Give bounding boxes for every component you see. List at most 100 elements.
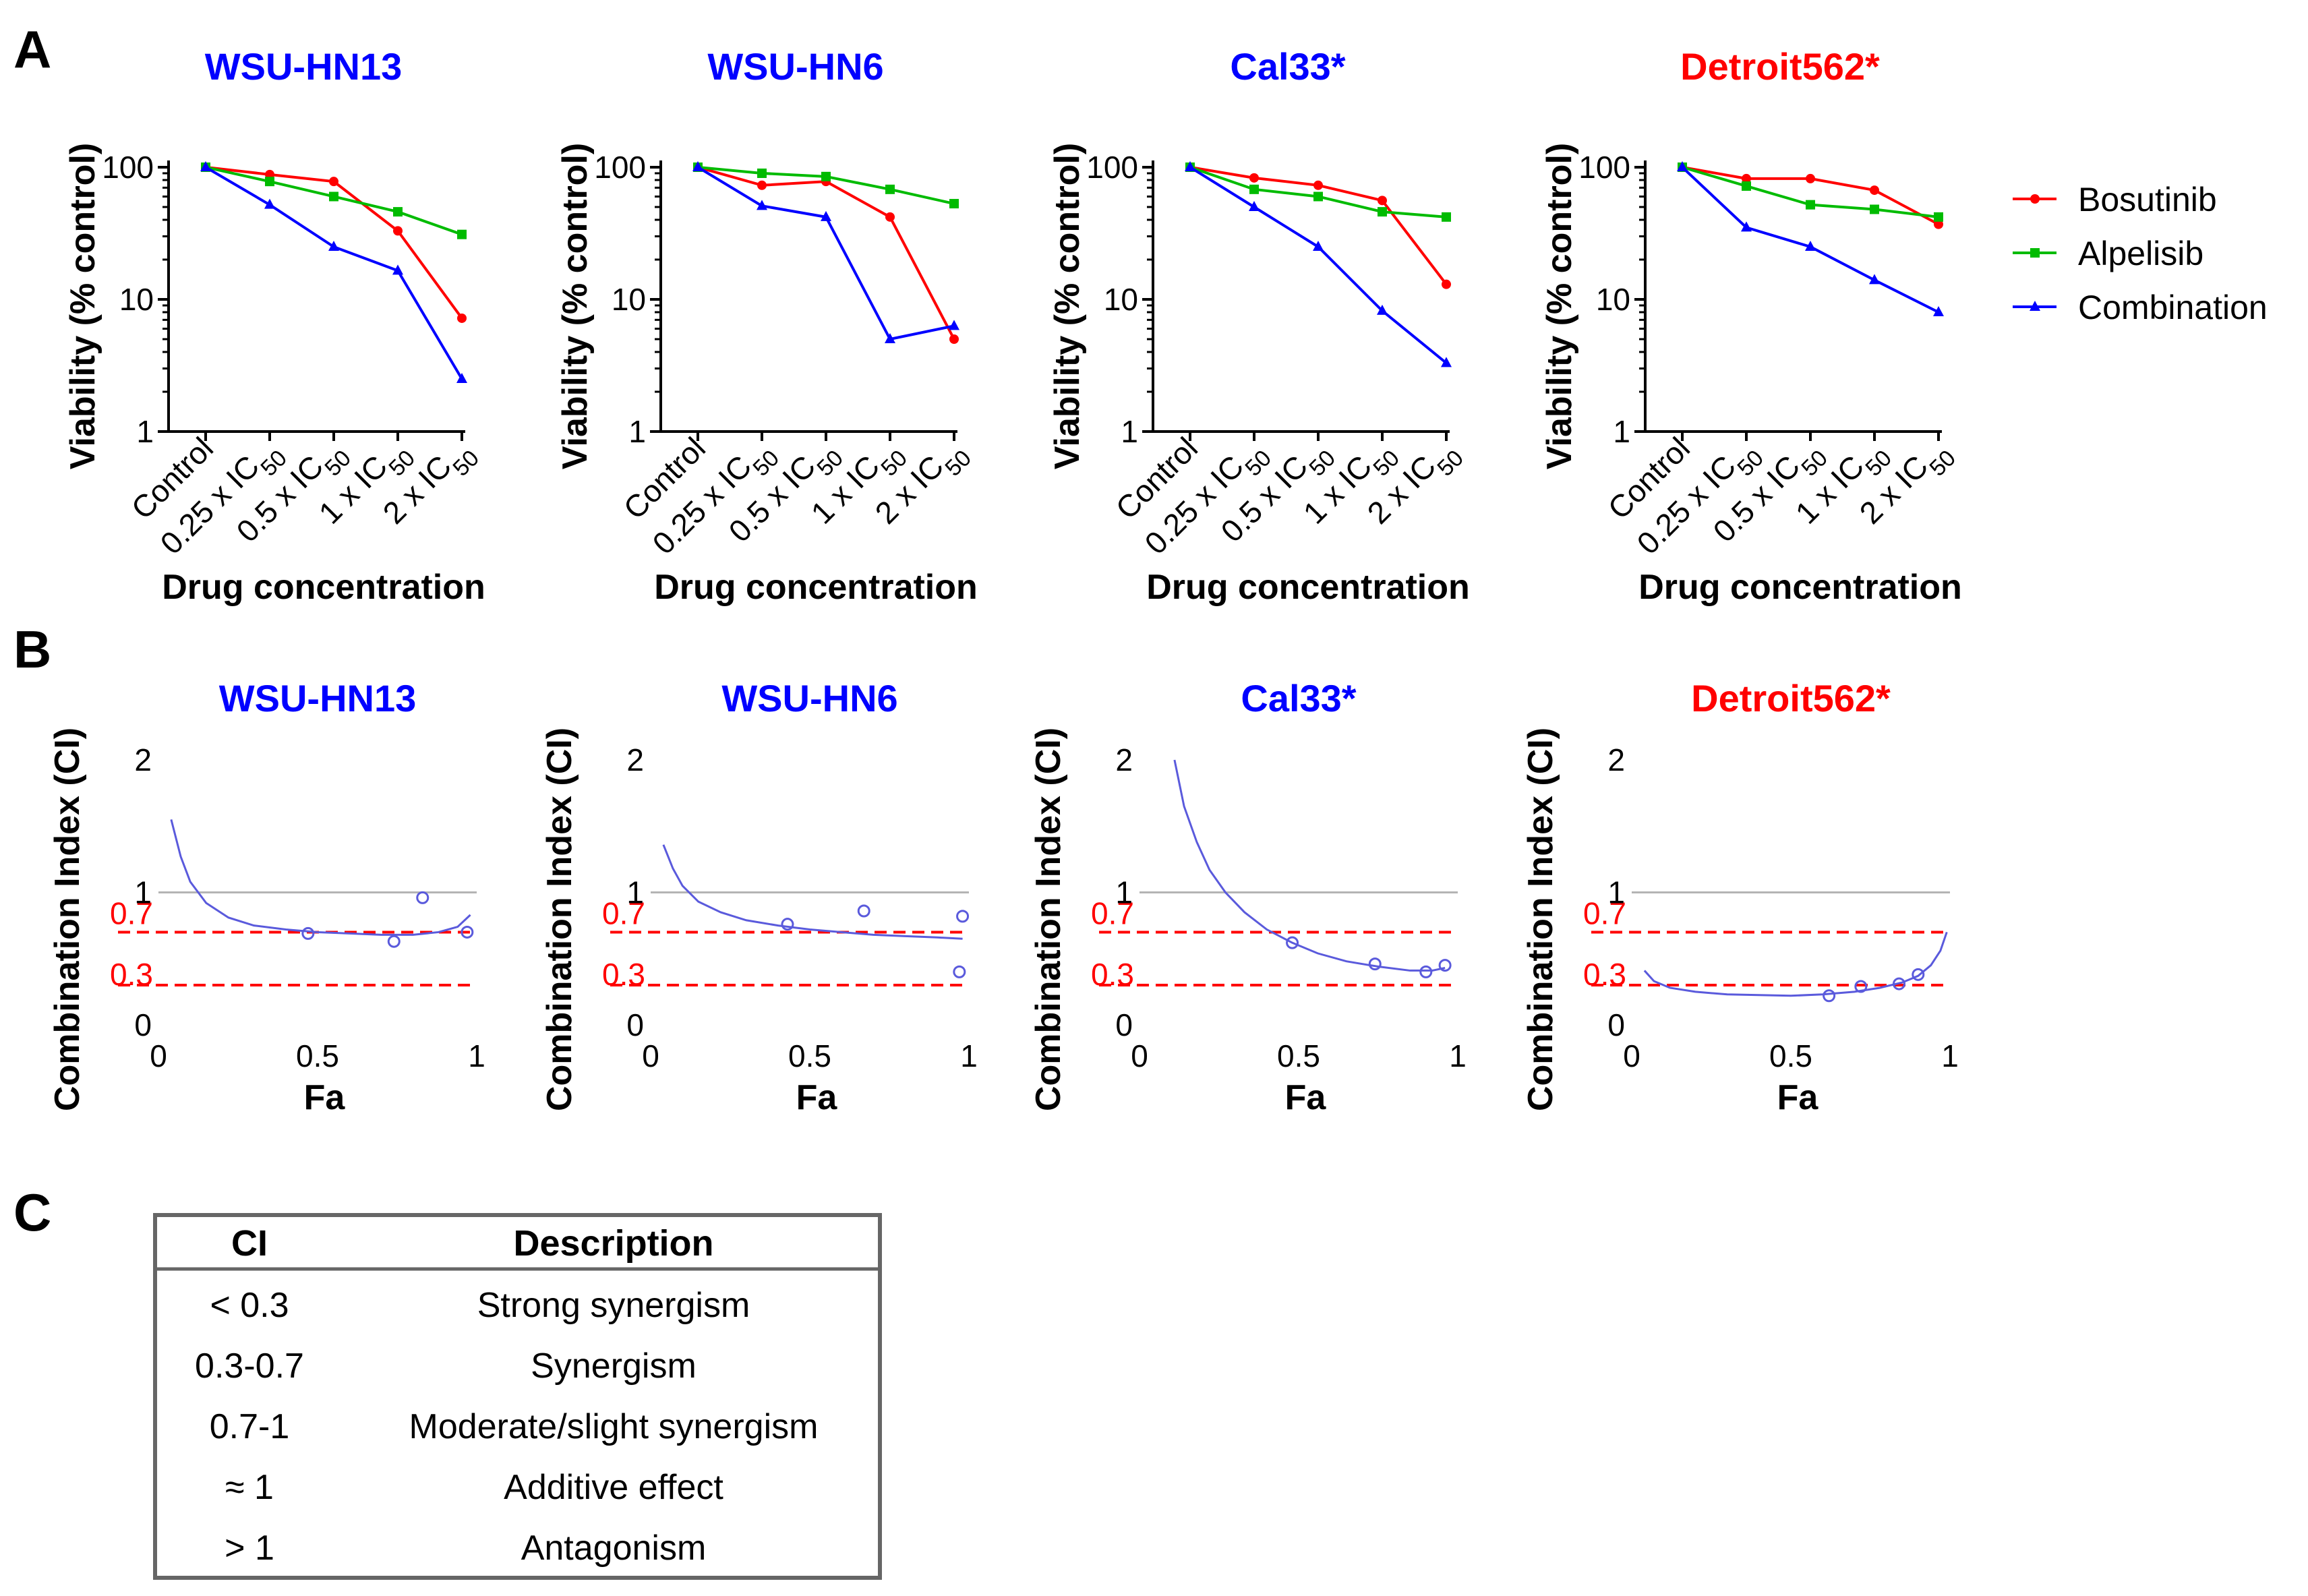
chart-title: Detroit562* [1691, 677, 1891, 719]
data-point-alpelisib [329, 191, 338, 202]
y-tick-label: 2 [1607, 742, 1625, 777]
y-tick-label: 2 [626, 742, 644, 777]
ci-data-point [416, 891, 430, 904]
table-header-description: Description [513, 1223, 713, 1264]
data-point-combination [1441, 357, 1452, 367]
x-tick-label: 1 [1449, 1038, 1467, 1073]
y-tick-label: 2 [134, 742, 152, 777]
y-tick-label: 0 [1607, 1007, 1625, 1042]
y-tick-label: 100 [102, 150, 154, 185]
y-tick-label: 10 [1596, 282, 1630, 317]
table-cell-description: Antagonism [521, 1529, 707, 1568]
legend-marker-alpelisib [2030, 248, 2040, 258]
data-point-alpelisib [1378, 207, 1387, 217]
y-tick-label: 1 [1613, 414, 1630, 449]
data-point-combination [1805, 241, 1816, 252]
data-point-combination [200, 161, 211, 171]
chart-title: Cal33* [1241, 677, 1356, 719]
ci-fit-curve [1643, 931, 1948, 997]
x-tick-label: 0.5 [296, 1038, 339, 1073]
y-tick-label: 10 [612, 282, 646, 317]
x-tick-label: 0 [1131, 1038, 1148, 1073]
chart-title: WSU-HN6 [721, 677, 897, 719]
y-tick-label: 1 [134, 875, 152, 910]
x-tick-label-group: 2 x IC50 [1361, 445, 1469, 531]
x-axis-title: Drug concentration [1638, 568, 1962, 607]
x-axis-title: Fa [1777, 1078, 1819, 1117]
data-point-combination [692, 161, 703, 171]
data-point-alpelisib [1313, 191, 1323, 202]
ci-data-point [1368, 957, 1382, 971]
ci-fit-curve [662, 844, 963, 940]
y-tick-label: 0 [134, 1007, 152, 1042]
y-tick-label: 100 [1086, 150, 1138, 185]
x-tick-label: 2 x IC50 [868, 430, 977, 539]
x-axis-title: Fa [796, 1078, 838, 1117]
data-point-combination [1377, 304, 1388, 315]
table-cell-description: Strong synergism [477, 1286, 750, 1325]
data-point-bosutinib [1313, 180, 1323, 190]
x-tick-label-group: 2 x IC50 [868, 430, 977, 539]
ci-data-point [1438, 959, 1452, 972]
y-tick-label: 0 [1115, 1007, 1133, 1042]
series-line-combination [1681, 166, 1939, 314]
ci-chart-3: Cal33* 0.3 0.7 0 1 2 0 0.5 1 Fa Combination Index … [1029, 677, 1467, 1117]
data-point-alpelisib [393, 207, 403, 217]
x-axis-title: Drug concentration [654, 568, 978, 607]
y-tick-label: 1 [136, 414, 154, 449]
table-cell-ci: < 0.3 [210, 1286, 289, 1325]
table-cell-description: Synergism [531, 1347, 697, 1386]
data-point-combination [264, 198, 275, 209]
ci-data-point [1823, 989, 1836, 1003]
data-point-combination [1933, 305, 1944, 316]
data-point-alpelisib [1806, 200, 1815, 210]
ci-chart-2: WSU-HN6 0.3 0.7 0 1 2 0 0.5 1 Fa Combination Index… [540, 677, 978, 1117]
ref-line-label: 0.3 [602, 957, 645, 992]
ci-data-point [1286, 936, 1299, 949]
data-point-bosutinib [885, 212, 895, 222]
ci-data-point [301, 926, 315, 940]
data-point-bosutinib [1870, 185, 1879, 196]
data-point-alpelisib [1870, 204, 1879, 214]
data-point-combination [1869, 274, 1880, 285]
chart-title: Cal33* [1230, 45, 1345, 88]
y-tick-label: 1 [628, 414, 646, 449]
legend-marker-combination [2030, 301, 2040, 311]
y-tick-label: 100 [594, 150, 646, 185]
data-point-combination [1741, 221, 1752, 232]
ci-data-point [1892, 977, 1905, 991]
ci-data-point [1854, 980, 1868, 993]
x-tick-label-group: 2 x IC50 [376, 445, 485, 531]
data-point-combination [821, 210, 831, 221]
y-axis-title: Combination Index (CI) [1521, 728, 1560, 1111]
x-axis-title: Fa [304, 1078, 346, 1117]
x-tick-label-group: 2 x IC50 [1853, 445, 1961, 531]
table-border [153, 1213, 882, 1580]
x-tick-label: 0 [1623, 1038, 1640, 1073]
data-point-combination [392, 264, 403, 275]
data-point-bosutinib [457, 313, 467, 323]
data-point-combination [1185, 161, 1195, 171]
ref-line-label: 0.7 [1091, 895, 1134, 930]
x-tick-label: 0 [642, 1038, 659, 1073]
ci-chart-1: WSU-HN13 0.3 0.7 0 1 2 0 0.5 1 Fa Combination Inde… [48, 677, 485, 1117]
ref-line-label: 0.7 [602, 895, 645, 930]
ci-fit-curve [1173, 759, 1446, 972]
y-axis-title: Viability (% control) [1048, 143, 1087, 469]
ref-line-label: 0.7 [110, 895, 153, 930]
data-point-alpelisib [949, 199, 959, 209]
y-axis-title: Combination Index (CI) [1029, 728, 1068, 1111]
y-axis-title: Viability (% control) [556, 143, 595, 469]
ref-line-label: 0.3 [1583, 957, 1626, 992]
x-tick-label: 1 [468, 1038, 485, 1073]
ci-chart-4: Detroit562* 0.3 0.7 0 1 2 0 0.5 1 Fa Combination I… [1521, 677, 1959, 1117]
data-point-combination [328, 241, 339, 252]
data-point-bosutinib [329, 177, 338, 187]
ci-data-point [1912, 968, 1925, 981]
x-tick-label: 0.5 [1769, 1038, 1812, 1073]
y-tick-label: 2 [1115, 742, 1133, 777]
chart-title: WSU-HN6 [707, 45, 883, 88]
